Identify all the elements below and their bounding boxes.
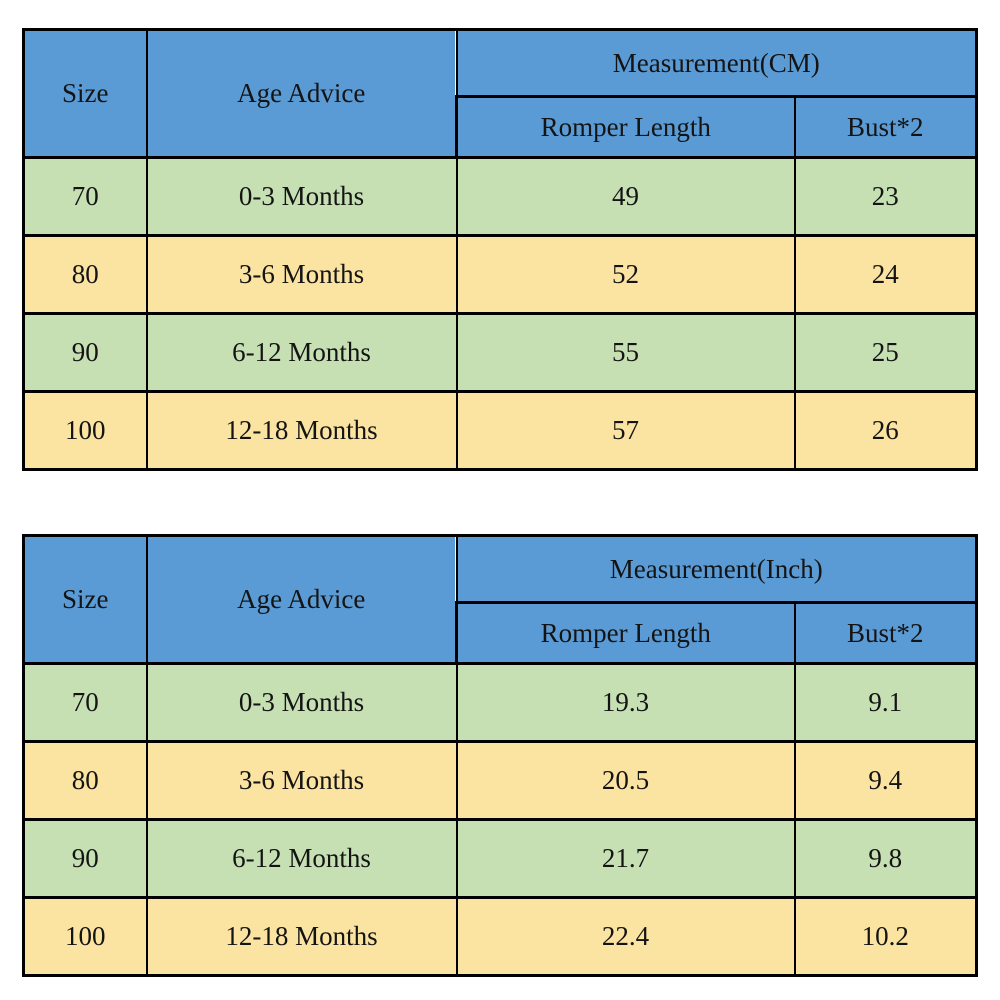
size-value: 90 [22,818,148,899]
romper-length-value: 21.7 [455,818,796,899]
size-chart-inch-header: Size Age Advice Measurement(Inch) Romper… [22,534,978,665]
table-row: 100 12-18 Months 22.4 10.2 [22,896,978,977]
size-value: 100 [22,896,148,977]
romper-length-value: 55 [455,312,796,393]
bust-value: 26 [793,390,979,471]
bust-value: 23 [793,156,979,237]
age-advice-value: 0-3 Months [145,662,458,743]
size-chart-page: Size Age Advice Measurement(CM) Romper L… [22,28,979,977]
table-row: 80 3-6 Months 20.5 9.4 [22,740,978,821]
bust-value: 9.8 [793,818,978,899]
bust-value: 9.4 [793,740,978,821]
table-row: 80 3-6 Months 52 24 [22,234,979,315]
size-value: 100 [22,390,148,471]
size-value: 70 [22,156,148,237]
romper-length-value: 19.3 [455,662,796,743]
column-header-bust: Bust*2 [793,601,978,665]
bust-value: 25 [793,312,979,393]
size-value: 90 [22,312,148,393]
romper-length-value: 22.4 [455,896,796,977]
romper-length-value: 52 [455,234,796,315]
romper-length-value: 49 [455,156,796,237]
column-header-age-advice: Age Advice [145,28,458,159]
size-value: 80 [22,234,148,315]
bust-value: 9.1 [793,662,978,743]
column-header-romper-length: Romper Length [455,601,796,665]
table-row: 70 0-3 Months 49 23 [22,156,979,237]
table-row: 70 0-3 Months 19.3 9.1 [22,662,978,743]
group-header-measurement-cm: Measurement(CM) [455,28,979,98]
size-value: 70 [22,662,148,743]
table-row: 90 6-12 Months 55 25 [22,312,979,393]
bust-value: 10.2 [793,896,978,977]
group-header-measurement-inch: Measurement(Inch) [455,534,978,604]
column-header-age-advice: Age Advice [145,534,458,665]
bust-value: 24 [793,234,979,315]
romper-length-value: 20.5 [455,740,796,821]
column-header-bust: Bust*2 [793,95,979,159]
size-chart-inch-table: Size Age Advice Measurement(Inch) Romper… [22,534,978,977]
age-advice-value: 0-3 Months [145,156,458,237]
size-chart-cm-table: Size Age Advice Measurement(CM) Romper L… [22,28,979,471]
size-chart-cm-header: Size Age Advice Measurement(CM) Romper L… [22,28,979,159]
size-value: 80 [22,740,148,821]
age-advice-value: 3-6 Months [145,234,458,315]
age-advice-value: 12-18 Months [145,390,458,471]
column-header-romper-length: Romper Length [455,95,796,159]
age-advice-value: 6-12 Months [145,312,458,393]
romper-length-value: 57 [455,390,796,471]
age-advice-value: 6-12 Months [145,818,458,899]
table-row: 100 12-18 Months 57 26 [22,390,979,471]
age-advice-value: 3-6 Months [145,740,458,821]
table-row: 90 6-12 Months 21.7 9.8 [22,818,978,899]
column-header-size: Size [22,534,148,665]
age-advice-value: 12-18 Months [145,896,458,977]
column-header-size: Size [22,28,148,159]
